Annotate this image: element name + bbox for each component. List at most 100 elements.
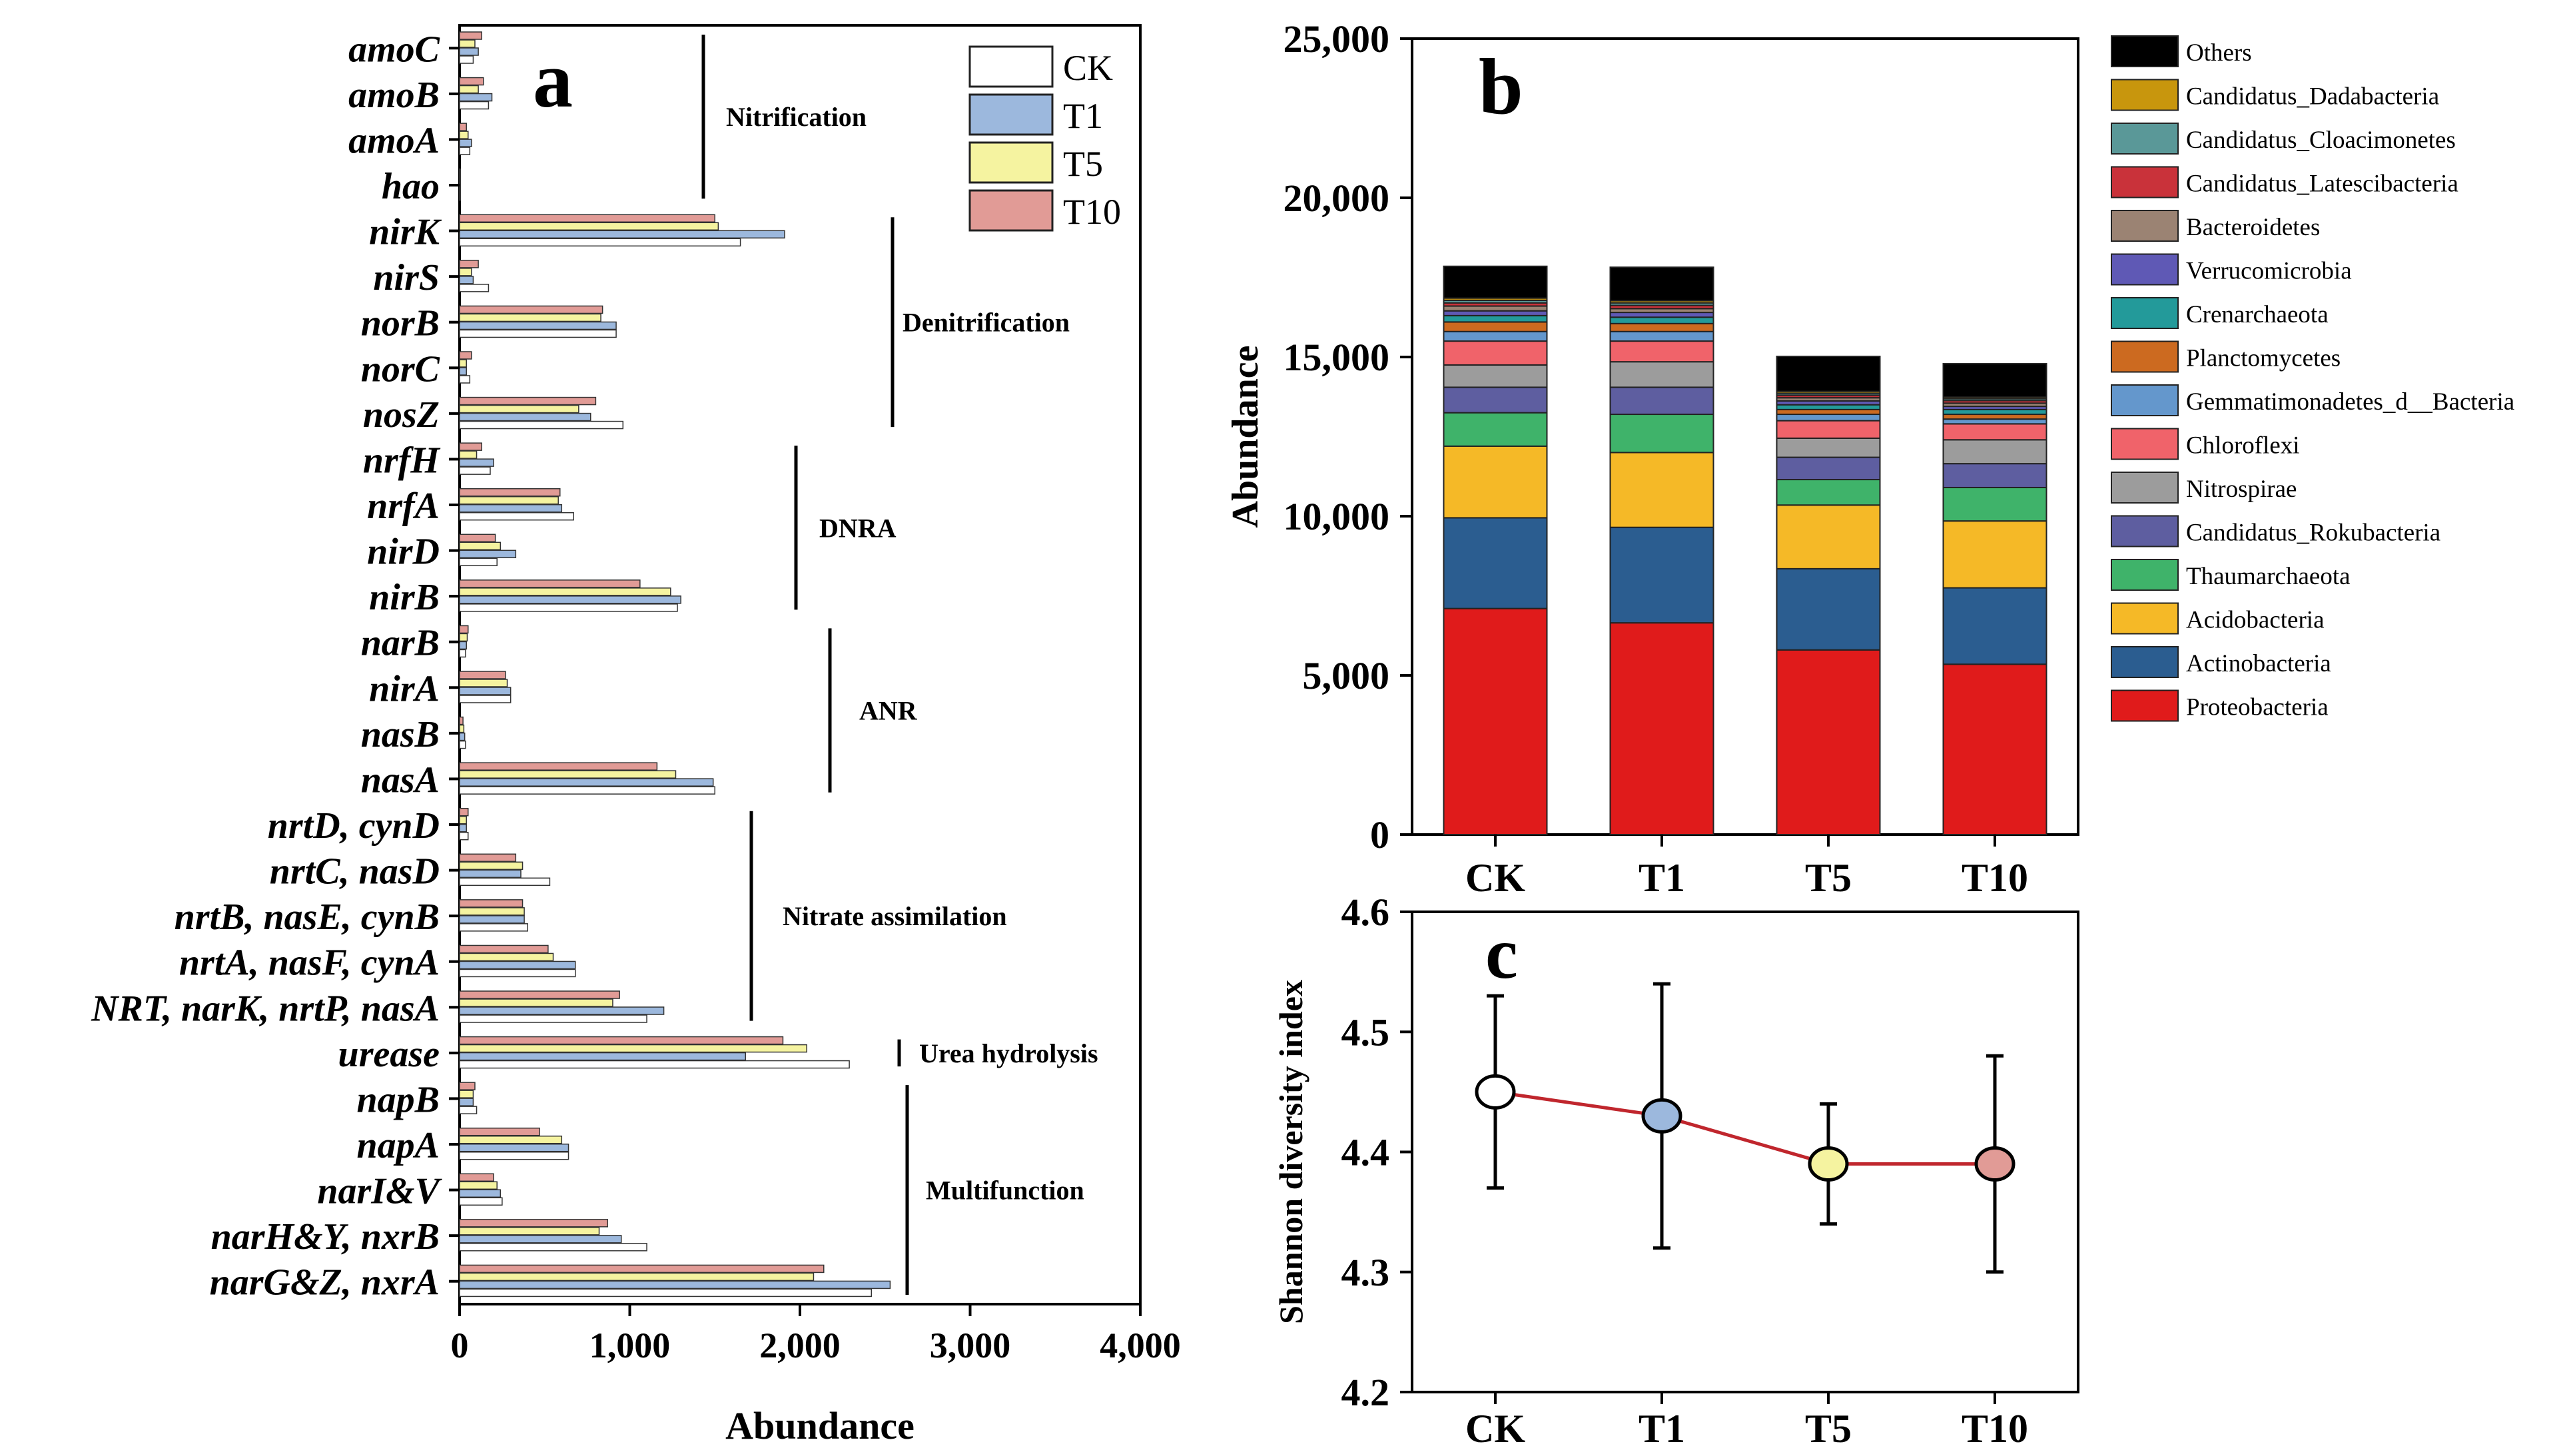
bar-nrta-nasf-cyna-t5 [459, 952, 554, 962]
x-tick-label: T5 [1805, 1407, 1852, 1451]
bar-nirs-t10 [459, 260, 479, 268]
legend-label-nitrospirae: Nitrospirae [2186, 476, 2297, 503]
bar-napb-t5 [459, 1090, 474, 1098]
panel-c: 4.2 4.3 4.4 4.5 4.6 Shannon diversity index CK… [1272, 891, 2079, 1451]
data-point-t5 [1808, 1146, 1849, 1182]
legend-label-t5: T5 [1063, 144, 1103, 184]
bar-nrt-nark-nrtp-nasa-t10 [459, 990, 620, 999]
category-label: amoB [348, 75, 440, 116]
bar-nrfa-t10 [459, 488, 561, 497]
bar-napa-ck [459, 1151, 569, 1160]
legend-label-crenarchaeota: Crenarchaeota [2186, 301, 2329, 328]
bar-narg-z-nxra-t5 [459, 1272, 815, 1281]
bar-nasb-t5 [459, 724, 465, 733]
bar-nrtb-nase-cynb-ck [459, 923, 528, 932]
bar-nosz-t1 [459, 412, 591, 422]
stack-t10-others [1942, 363, 2047, 398]
category-label: nasA [361, 759, 440, 801]
bar-nirb-t1 [459, 595, 681, 604]
bar-urease-t10 [459, 1036, 784, 1045]
legend-swatch-crenarchaeota [2111, 297, 2179, 329]
legend-swatch-candidatus-rokubacteria [2111, 515, 2179, 547]
panel-label-c: c [1485, 912, 1518, 994]
bar-narg-z-nxra-t10 [459, 1264, 825, 1274]
category-label: nirD [367, 532, 440, 573]
group-label-anr: ANR [859, 696, 918, 726]
bar-nasa-ck [459, 786, 715, 795]
group-label-multifunction: Multifunction [926, 1176, 1084, 1206]
stack-t5-proteobacteria [1776, 649, 1881, 835]
x-tick-label: T10 [1962, 1407, 2028, 1451]
category-label: nirB [369, 577, 440, 618]
stack-t1-crenarchaeota [1609, 316, 1714, 324]
bar-amoa-t5 [459, 131, 469, 139]
stack-t5-others [1776, 356, 1881, 392]
legend-label-candidatus-dadabacteria: Candidatus_Dadabacteria [2186, 83, 2439, 111]
stack-t10-gemmatimonadetes-d-bacteria [1942, 418, 2047, 425]
bar-nasb-t10 [459, 716, 464, 725]
stack-t10-thaumarchaeota [1942, 486, 2047, 522]
category-label: NRT, narK, nrtP, nasA [91, 988, 440, 1029]
bar-nirs-t1 [459, 276, 474, 284]
stack-t1-thaumarchaeota [1609, 414, 1714, 454]
y-tick-label: 4.2 [1341, 1371, 1390, 1414]
bar-napb-t10 [459, 1082, 476, 1090]
bar-nrtd-cynd-t1 [459, 823, 467, 833]
group-label-denitrification: Denitrification [903, 308, 1070, 338]
bar-nird-t5 [459, 542, 502, 551]
category-label: nrtB, nasE, cynB [175, 897, 440, 938]
bar-amob-t10 [459, 77, 484, 86]
category-label: hao [382, 166, 440, 207]
bar-amoa-t10 [459, 123, 467, 131]
legend-label-ck: CK [1063, 48, 1113, 88]
stack-t1-nitrospirae [1609, 361, 1714, 388]
bar-narg-z-nxra-t1 [459, 1280, 891, 1289]
bar-amoc-ck [459, 55, 474, 64]
series-line [1495, 1090, 1995, 1166]
bar-nira-ck [459, 695, 512, 703]
legend-swatch-verrucomicrobia [2111, 253, 2179, 286]
legend-swatch-nitrospirae [2111, 472, 2179, 504]
bar-napb-t1 [459, 1098, 474, 1106]
bar-nrtb-nase-cynb-t1 [459, 915, 525, 924]
stack-t5-actinobacteria [1776, 567, 1881, 651]
stack-ck-crenarchaeota [1443, 314, 1548, 323]
stack-ck-bacteroidetes [1443, 305, 1548, 312]
bar-nirb-t5 [459, 587, 671, 596]
bar-nira-t1 [459, 687, 512, 695]
bar-norc-t10 [459, 351, 472, 360]
bar-nasb-t1 [459, 732, 466, 741]
stack-t10-crenarchaeota [1942, 408, 2047, 416]
plot-frame [1411, 37, 2079, 836]
stack-t5-nitrospirae [1776, 437, 1881, 458]
group-label-nitrification: Nitrification [726, 102, 867, 132]
x-tick-label: T1 [1639, 856, 1685, 900]
stack-t1-proteobacteria [1609, 622, 1714, 835]
category-label: norB [361, 303, 440, 344]
x-tick-label: 1,000 [589, 1325, 671, 1365]
legend-swatch-actinobacteria [2111, 646, 2179, 678]
data-point-t1 [1641, 1098, 1682, 1134]
bar-urease-t5 [459, 1044, 807, 1053]
legend-swatch-ck [968, 45, 1054, 88]
category-label: napB [357, 1079, 440, 1120]
category-label: urease [338, 1034, 440, 1075]
bar-narh-y-nxrb-t5 [459, 1227, 600, 1236]
stack-t10-proteobacteria [1942, 663, 2047, 836]
stack-ck-chloroflexi [1443, 340, 1548, 366]
stack-t10-nitrospirae [1942, 439, 2047, 465]
legend-label-candidatus-rokubacteria: Candidatus_Rokubacteria [2186, 520, 2440, 547]
x-tick-label: T1 [1639, 1407, 1685, 1451]
y-tick-label: 4.4 [1341, 1131, 1390, 1174]
category-label: nrfA [367, 486, 440, 527]
bar-nrt-nark-nrtp-nasa-t1 [459, 1006, 665, 1015]
legend-swatch-t10 [968, 189, 1054, 232]
category-label: norC [361, 348, 440, 390]
data-point-ck [1475, 1074, 1516, 1110]
category-label: nrtD, cynD [268, 805, 440, 847]
group-label-urea-hydrolysis: Urea hydrolysis [919, 1038, 1098, 1068]
bar-nirk-ck [459, 238, 741, 247]
x-tick-label: CK [1465, 856, 1525, 900]
bar-amob-t1 [459, 93, 493, 102]
